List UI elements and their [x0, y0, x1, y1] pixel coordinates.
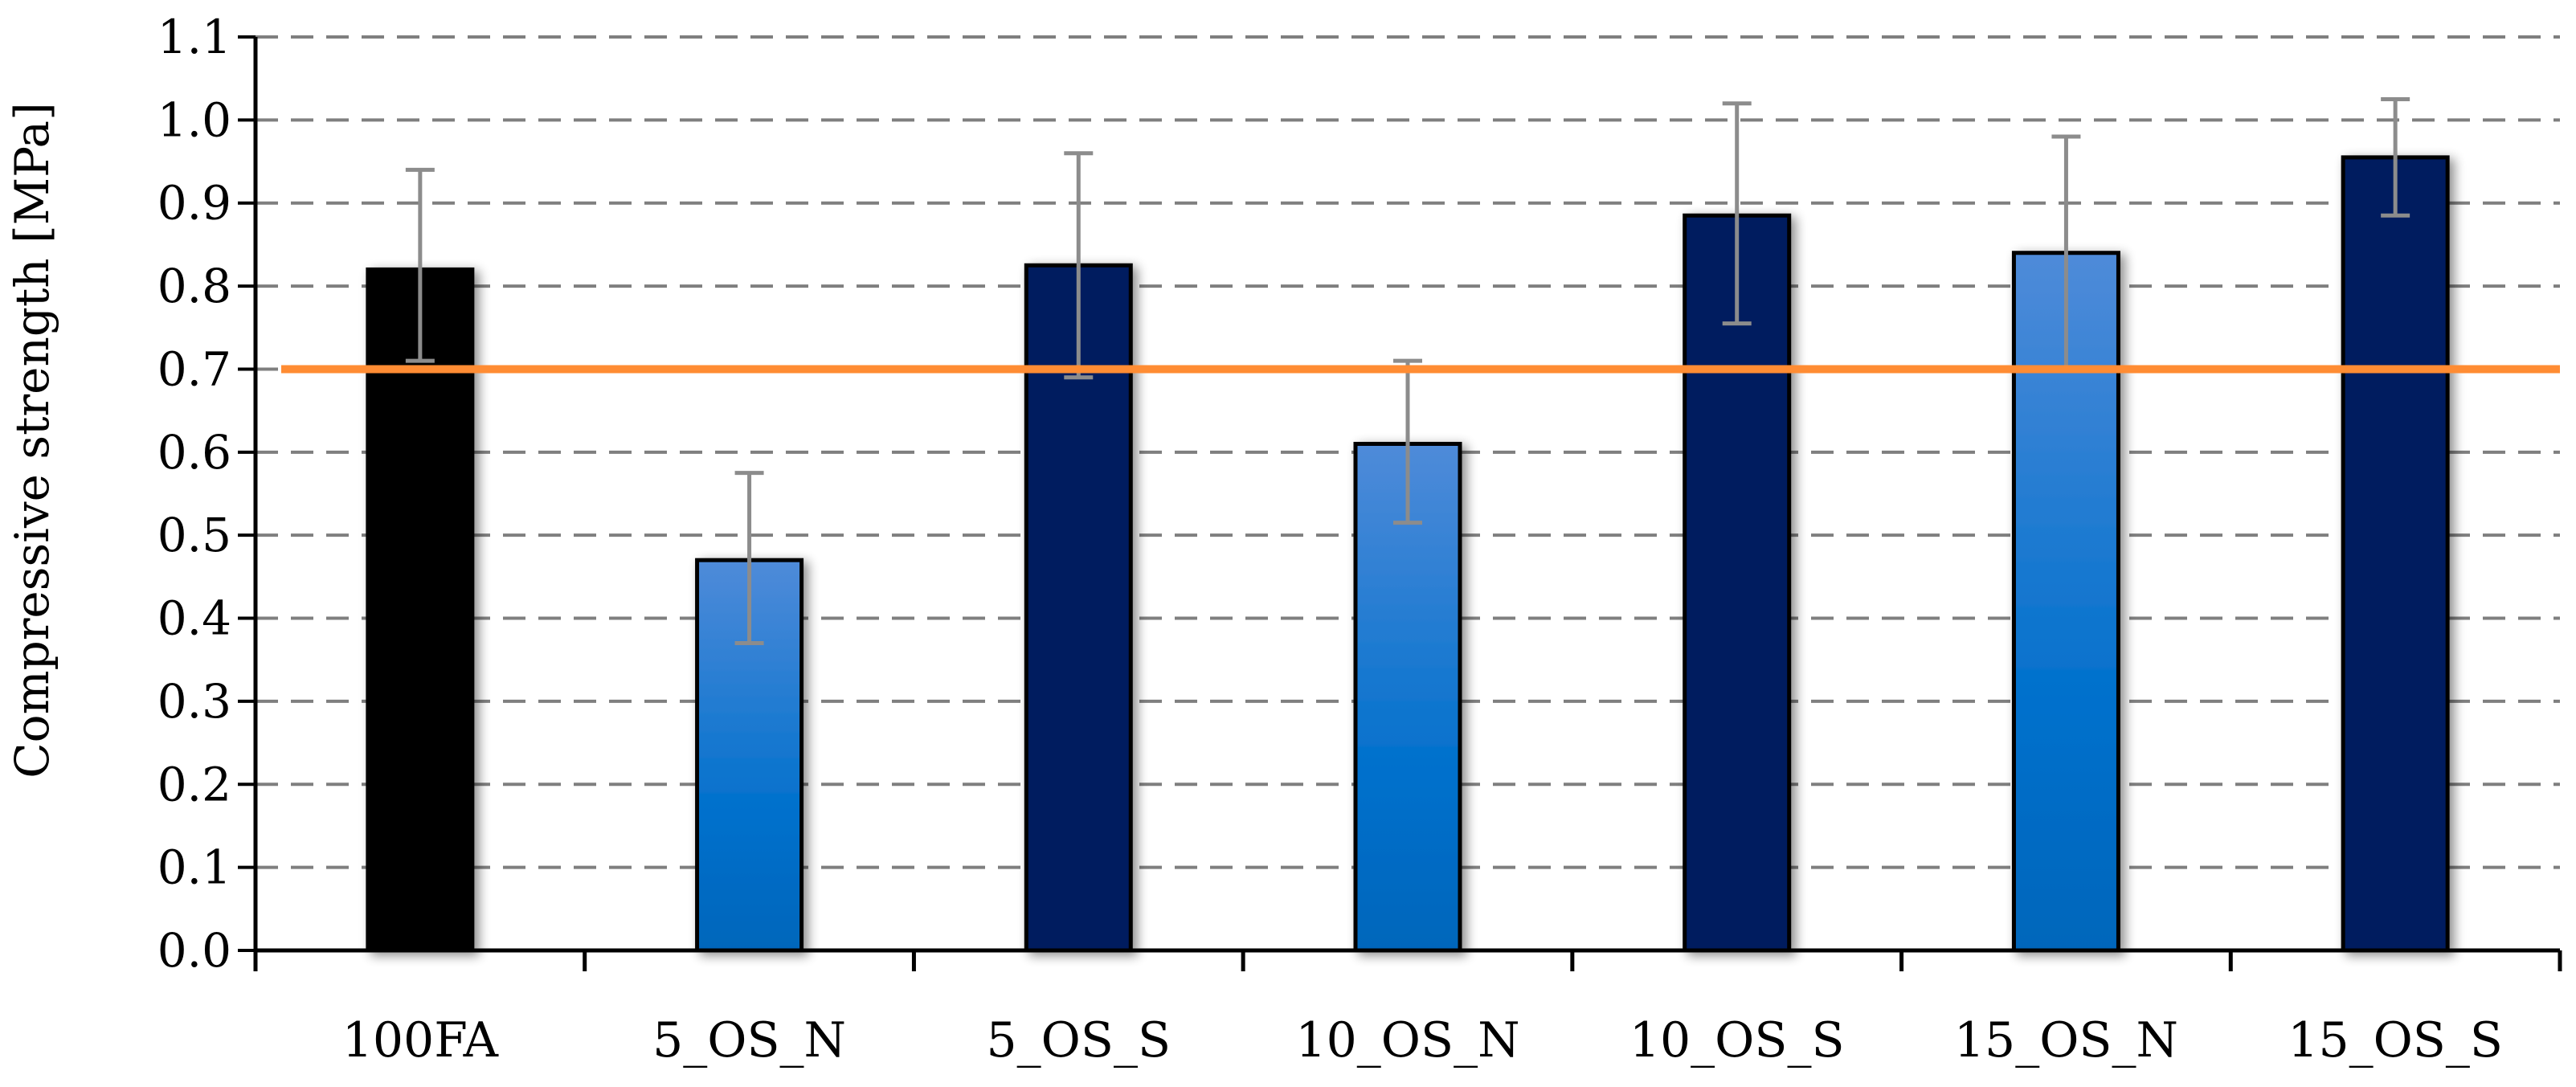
y-tick-label: 0.2 — [157, 757, 231, 811]
x-tick-label: 100FA — [342, 1012, 499, 1069]
y-tick-label: 0.4 — [157, 591, 231, 646]
y-tick-label: 0.7 — [157, 341, 231, 396]
x-tick-label: 5_OS_S — [986, 1012, 1171, 1069]
y-tick-label: 0.6 — [157, 425, 231, 480]
axes — [238, 35, 2562, 971]
y-tick-label: 0.5 — [157, 508, 231, 562]
error-bar — [1064, 151, 1094, 380]
error-bar — [2381, 97, 2410, 218]
x-tick-label: 15_OS_N — [1954, 1012, 2178, 1069]
y-tick-label: 1.0 — [157, 92, 231, 147]
x-tick-label: 5_OS_N — [652, 1012, 846, 1069]
error-bar — [734, 471, 764, 646]
error-bar — [1393, 358, 1422, 525]
y-tick-label: 0.0 — [157, 923, 231, 978]
bar — [1683, 213, 1792, 953]
y-tick-label: 1.1 — [157, 10, 231, 64]
bars — [366, 155, 2450, 953]
x-tick-label: 10_OS_N — [1295, 1012, 1519, 1069]
error-bar — [1722, 101, 1752, 326]
error-bar — [405, 167, 435, 363]
y-tick-label: 0.8 — [157, 259, 231, 313]
x-tick-label: 15_OS_S — [2288, 1012, 2503, 1069]
labels: 0.0 0.1 0.2 0.3 0.4 0.5 0.6 0.7 0.8 0.9 1.0 1.1 100F… — [157, 10, 2503, 1069]
bar — [2341, 155, 2450, 953]
y-tick-label: 0.1 — [157, 840, 231, 895]
y-tick-label: 0.9 — [157, 176, 231, 231]
y-tick-label: 0.3 — [157, 674, 231, 729]
y-axis-label: Compressive strength [MPa] — [5, 102, 59, 778]
x-tick-label: 10_OS_S — [1629, 1012, 1845, 1069]
